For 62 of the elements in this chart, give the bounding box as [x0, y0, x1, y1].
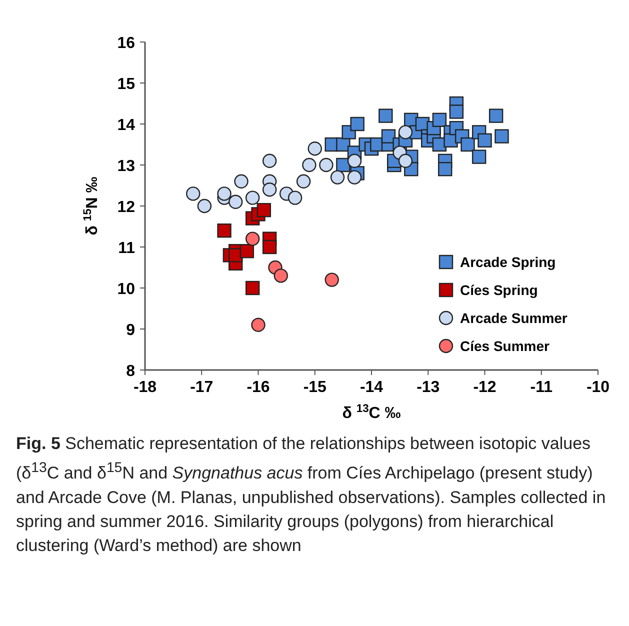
- x-tick-label: -12: [473, 379, 496, 396]
- point: [234, 174, 248, 188]
- point: [245, 232, 260, 246]
- point: [240, 244, 254, 258]
- text: Fig. 5 Schematic representation of the relationships between isotopic values (δ$^{13}$C and δ$^{15}$N and Syngnathus acus from Cíes Archipelago (present study) and Arcade Cove (M. Planas, unpublished observations). Samples collected in spring and summer 2016. Similarity groups (polygons) from hierarchical clustering (Ward’s method) are shown: [16, 434, 606, 555]
- x-tick-label: -18: [133, 379, 157, 396]
- legend-label: Cíes Summer: [460, 338, 550, 354]
- legend-label: Arcade Spring: [460, 254, 556, 270]
- point: [347, 154, 362, 168]
- x-axis-title: δ $^{13}$C ‰: [342, 403, 401, 422]
- y-tick-label: 10: [117, 281, 136, 298]
- point: [262, 182, 277, 197]
- point: [308, 142, 322, 156]
- point: [262, 240, 277, 254]
- point: [432, 112, 447, 127]
- point: [438, 162, 452, 176]
- point: [302, 158, 316, 172]
- x-tick-label: -17: [190, 379, 214, 396]
- legend-label: Arcade Summer: [460, 310, 568, 326]
- point: [488, 108, 504, 123]
- point: [217, 186, 232, 201]
- point: [274, 268, 288, 283]
- point: [378, 108, 393, 123]
- point: [245, 280, 260, 296]
- point: [256, 203, 272, 218]
- x-tick-label: -13: [416, 379, 440, 396]
- point: [324, 272, 339, 287]
- point: [319, 158, 334, 172]
- x-tick-label: -14: [360, 379, 384, 396]
- point: [228, 194, 243, 209]
- point: [494, 129, 509, 144]
- x-tick-label: -11: [530, 379, 553, 396]
- point: [330, 170, 345, 184]
- y-tick-label: 16: [117, 35, 136, 52]
- point: [350, 116, 364, 132]
- legend-label: Cíes Spring: [460, 282, 538, 298]
- x-tick-label: -15: [303, 379, 327, 396]
- point: [381, 129, 396, 144]
- point: [245, 190, 260, 205]
- point: [449, 104, 464, 119]
- point: [472, 150, 486, 164]
- y-tick-label: 9: [126, 322, 136, 339]
- x-tick-label: -10: [586, 379, 610, 396]
- point: [197, 198, 212, 214]
- point: [296, 174, 311, 188]
- point: [186, 186, 200, 201]
- point: [262, 154, 277, 168]
- y-tick-label: 13: [117, 158, 136, 175]
- point: [478, 133, 492, 148]
- y-tick-label: 11: [118, 240, 136, 257]
- y-tick-label: 15: [117, 76, 136, 93]
- point: [288, 190, 302, 205]
- point: [460, 137, 475, 152]
- point: [251, 318, 266, 332]
- point: [347, 170, 362, 184]
- point: [398, 125, 413, 140]
- x-tick-label: -16: [246, 379, 270, 396]
- point: [217, 224, 232, 238]
- y-tick-label: 8: [126, 363, 136, 380]
- y-tick-label: 12: [117, 199, 136, 216]
- y-tick-label: 14: [117, 117, 136, 134]
- point: [398, 154, 413, 168]
